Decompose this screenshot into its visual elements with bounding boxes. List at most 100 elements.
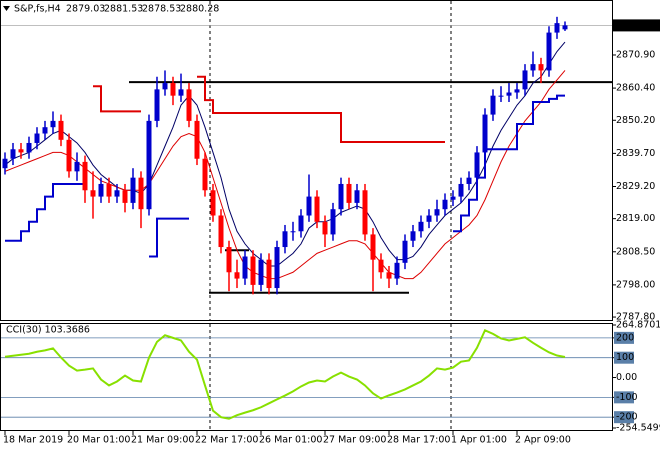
- candle-body: [330, 209, 336, 235]
- candle-body: [498, 95, 504, 97]
- candle-body: [178, 89, 184, 96]
- cci-label: CCI(30) 103.3686: [6, 325, 90, 336]
- y-tick-label: 2850.20: [616, 115, 655, 126]
- candle-body: [450, 196, 456, 200]
- y-tick-label: 2808.50: [616, 246, 655, 257]
- candle-body: [434, 209, 440, 216]
- candle-body: [242, 256, 248, 279]
- candle-body: [482, 114, 488, 153]
- candle-body: [554, 23, 560, 33]
- current-price-label: 2880.28: [616, 20, 655, 31]
- candle-body: [58, 120, 64, 140]
- candle-body: [370, 234, 376, 260]
- cci-frame: [0, 323, 613, 431]
- candle-body: [266, 259, 272, 289]
- candle-body: [466, 177, 472, 184]
- candle-body: [418, 221, 424, 232]
- candle-body: [258, 259, 264, 285]
- y-tick-box: [614, 411, 634, 424]
- candle-body: [314, 196, 320, 222]
- candle-body: [362, 190, 368, 235]
- x-tick-label: 21 Mar 09:00: [131, 435, 194, 446]
- candle-body: [506, 92, 512, 96]
- main-frame: [0, 0, 613, 321]
- candle-body: [562, 25, 568, 30]
- candle-body: [98, 183, 104, 197]
- y-tick-label: 2870.90: [616, 49, 655, 60]
- candle-body: [250, 256, 256, 285]
- candle-body: [274, 247, 280, 289]
- candle-body: [298, 215, 304, 232]
- y-tick-label: 2798.00: [616, 279, 655, 290]
- y-tick-label: 2787.80: [616, 312, 655, 323]
- candle-body: [546, 32, 552, 71]
- candle-body: [346, 183, 352, 203]
- candle-body: [458, 183, 464, 197]
- candle-body: [322, 221, 328, 235]
- stop-line: [5, 94, 565, 258]
- candle-body: [2, 158, 8, 169]
- candle-body: [202, 158, 208, 191]
- candle-body: [378, 259, 384, 273]
- candle-body: [410, 231, 416, 241]
- x-tick-label: 26 Mar 01:00: [259, 435, 322, 446]
- y-tick-label: 2819.00: [616, 213, 655, 224]
- candle-body: [538, 64, 544, 71]
- x-tick-label: 22 Mar 17:00: [195, 435, 258, 446]
- candle-body: [186, 89, 192, 121]
- close-value: 2880.28: [180, 4, 219, 15]
- y-tick-box: [614, 351, 634, 364]
- x-tick-label: 2 Apr 09:00: [515, 435, 571, 446]
- candle-body: [210, 190, 216, 216]
- y-tick-label: 2860.40: [616, 83, 655, 94]
- candle-body: [10, 149, 16, 159]
- y-tick-label: 2839.70: [616, 148, 655, 159]
- current-price-box: [612, 19, 660, 32]
- y-tick-label: 2829.20: [616, 181, 655, 192]
- candle-body: [338, 183, 344, 210]
- y-tick-label: 100: [616, 352, 634, 363]
- cci-line: [4, 329, 566, 420]
- candle-body: [154, 89, 160, 121]
- candle-body: [66, 139, 72, 172]
- candle-body: [42, 127, 48, 134]
- menu-arrow: [3, 6, 10, 11]
- moving-average: [4, 41, 566, 267]
- x-tick-label: 1 Apr 01:00: [451, 435, 507, 446]
- candle-body: [18, 149, 24, 153]
- high-value: 2881.53: [104, 4, 143, 15]
- candle-body: [530, 64, 536, 71]
- candle-body: [122, 190, 128, 203]
- candle-body: [34, 133, 40, 143]
- low-value: 2878.53: [142, 4, 181, 15]
- candle-body: [26, 142, 32, 153]
- candle-body: [130, 177, 136, 203]
- y-tick-box: [614, 331, 634, 344]
- y-tick-label: -100: [616, 392, 638, 403]
- x-tick-label: 28 Mar 17:00: [387, 435, 450, 446]
- x-tick-label: 20 Mar 01:00: [67, 435, 130, 446]
- candle-body: [290, 231, 296, 233]
- y-tick-label: 200: [616, 332, 634, 343]
- candle-body: [442, 199, 448, 210]
- candle-body: [74, 161, 80, 172]
- candle-body: [402, 240, 408, 263]
- candle-body: [386, 272, 392, 279]
- candle-body: [394, 262, 400, 279]
- candle-body: [226, 247, 232, 273]
- candle-body: [106, 183, 112, 197]
- candle-body: [514, 89, 520, 93]
- candle-body: [82, 161, 88, 191]
- x-tick-label: 18 Mar 2019: [3, 435, 63, 446]
- candle-body: [522, 70, 528, 90]
- candle-body: [354, 190, 360, 203]
- candle-body: [146, 120, 152, 210]
- open-value: 2879.03: [66, 4, 105, 15]
- y-tick-label: 0.00: [616, 372, 637, 383]
- candle-body: [90, 190, 96, 197]
- candle-body: [490, 95, 496, 115]
- y-tick-label: 264.8701: [616, 320, 660, 331]
- y-tick-label: -200: [616, 412, 638, 423]
- candle-body: [426, 215, 432, 222]
- candle-body: [474, 152, 480, 178]
